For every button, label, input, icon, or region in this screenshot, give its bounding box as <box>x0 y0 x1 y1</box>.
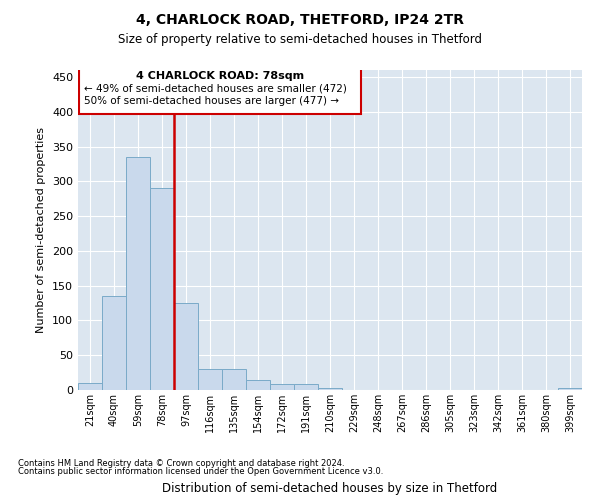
Bar <box>294 384 318 390</box>
Bar <box>222 369 246 390</box>
Bar <box>558 388 582 390</box>
Text: 4 CHARLOCK ROAD: 78sqm: 4 CHARLOCK ROAD: 78sqm <box>136 72 304 82</box>
Bar <box>126 157 150 390</box>
Text: ← 49% of semi-detached houses are smaller (472): ← 49% of semi-detached houses are smalle… <box>84 84 347 94</box>
Text: 4, CHARLOCK ROAD, THETFORD, IP24 2TR: 4, CHARLOCK ROAD, THETFORD, IP24 2TR <box>136 12 464 26</box>
Text: Contains public sector information licensed under the Open Government Licence v3: Contains public sector information licen… <box>18 467 383 476</box>
Bar <box>318 388 342 390</box>
Y-axis label: Number of semi-detached properties: Number of semi-detached properties <box>37 127 46 333</box>
Bar <box>102 296 126 390</box>
Text: Distribution of semi-detached houses by size in Thetford: Distribution of semi-detached houses by … <box>163 482 497 495</box>
Bar <box>78 383 102 390</box>
Text: Size of property relative to semi-detached houses in Thetford: Size of property relative to semi-detach… <box>118 32 482 46</box>
Bar <box>174 303 198 390</box>
Bar <box>198 369 222 390</box>
Bar <box>150 188 174 390</box>
Text: 50% of semi-detached houses are larger (477) →: 50% of semi-detached houses are larger (… <box>84 96 339 106</box>
Bar <box>79 64 361 114</box>
Text: Contains HM Land Registry data © Crown copyright and database right 2024.: Contains HM Land Registry data © Crown c… <box>18 458 344 468</box>
Bar <box>270 384 294 390</box>
Bar <box>246 380 270 390</box>
